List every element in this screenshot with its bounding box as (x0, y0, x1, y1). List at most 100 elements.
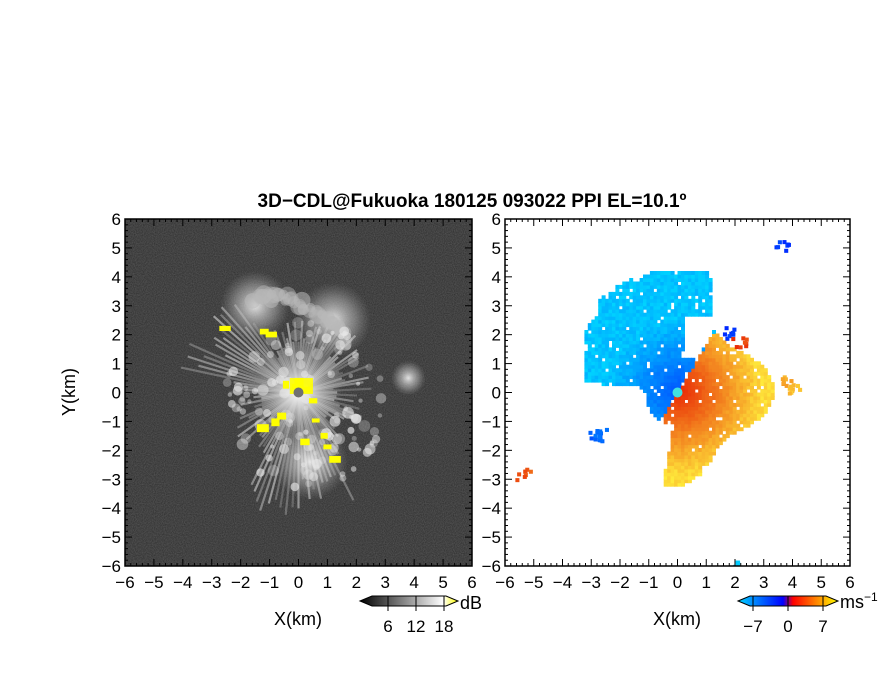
velocity-pixel (667, 361, 672, 366)
reflectivity-cell (303, 429, 309, 435)
velocity-pixel (763, 406, 768, 411)
velocity-pixel (643, 281, 647, 286)
velocity-pixel (643, 316, 647, 321)
velocity-pixel (656, 343, 661, 348)
velocity-pixel (691, 423, 696, 428)
velocity-pixel (674, 312, 679, 317)
velocity-pixel (670, 409, 675, 414)
velocity-pixel (739, 382, 744, 387)
velocity-pixel (643, 305, 647, 310)
velocity-pixel (643, 295, 647, 300)
velocity-pixel (705, 357, 710, 362)
velocity-pixel (594, 326, 599, 331)
velocity-pixel (632, 343, 637, 348)
velocity-pixel (522, 474, 527, 479)
velocity-pixel (653, 337, 658, 341)
velocity-pixel (698, 465, 703, 470)
velocity-pixel (667, 451, 672, 456)
velocity-pixel (691, 364, 696, 369)
velocity-pixel (670, 451, 675, 456)
velocity-pixel (670, 479, 675, 484)
velocity-pixel (660, 361, 665, 366)
velocity-pixel (698, 284, 703, 289)
velocity-pixel (649, 288, 654, 293)
velocity-pixel (701, 427, 706, 432)
velocity-pixel (687, 437, 692, 442)
velocity-pixel (729, 371, 734, 376)
velocity-pixel (694, 371, 699, 376)
velocity-pixel (687, 357, 692, 362)
velocity-pixel (646, 402, 651, 407)
velocity-pixel (649, 409, 654, 414)
velocity-pixel (694, 413, 699, 418)
velocity-pixel (629, 323, 634, 328)
velocity-pixel (701, 368, 706, 373)
velocity-pixel (732, 382, 737, 387)
velocity-pixel (691, 375, 696, 380)
velocity-pixel (670, 392, 675, 397)
velocity-pixel (684, 409, 689, 414)
velocity-pixel (760, 382, 765, 387)
velocity-pixel (763, 382, 768, 387)
velocity-pixel (694, 368, 699, 373)
velocity-pixel (660, 291, 665, 296)
velocity-pixel (636, 354, 641, 359)
velocity-pixel (587, 357, 592, 362)
velocity-pixel (591, 323, 596, 328)
velocity-pixel (584, 333, 589, 338)
velocity-pixel (739, 385, 744, 390)
velocity-pixel (701, 409, 706, 414)
velocity-pixel (746, 361, 751, 366)
velocity-pixel (670, 316, 675, 321)
velocity-pixel (639, 375, 644, 380)
velocity-pixel (667, 319, 672, 324)
velocity-pixel (763, 371, 768, 376)
velocity-pixel (691, 274, 696, 279)
velocity-pixel (649, 399, 654, 404)
velocity-pixel (746, 382, 751, 387)
reflectivity-cell (278, 366, 289, 378)
velocity-pixel (660, 288, 665, 293)
velocity-pixel (715, 423, 720, 428)
velocity-pixel (705, 284, 710, 289)
x-tick-label: −4 (173, 573, 192, 592)
velocity-pixel (718, 378, 723, 383)
velocity-pixel (643, 302, 647, 307)
velocity-pixel (715, 402, 720, 407)
velocity-pixel (660, 298, 665, 303)
velocity-pixel (731, 337, 736, 342)
velocity-pixel (708, 451, 713, 456)
velocity-pixel (681, 330, 685, 334)
velocity-pixel (708, 312, 713, 317)
velocity-pixel (612, 326, 616, 331)
velocity-pixel (629, 375, 634, 380)
velocity-pixel (701, 305, 706, 310)
velocity-pixel (677, 430, 682, 435)
colorbar-tick-label: 0 (783, 617, 792, 636)
velocity-pixel (594, 361, 599, 366)
velocity-pixel (760, 409, 765, 414)
velocity-pixel (708, 378, 713, 383)
velocity-pixel (649, 357, 654, 362)
velocity-pixel (598, 298, 603, 303)
velocity-pixel (725, 430, 730, 435)
velocity-pixel (694, 385, 699, 390)
velocity-pixel (705, 281, 710, 286)
velocity-pixel (746, 399, 751, 404)
velocity-pixel (746, 368, 751, 373)
velocity-pixel (743, 413, 748, 418)
velocity-pixel (718, 347, 723, 352)
velocity-pixel (622, 382, 627, 387)
velocity-pixel (601, 354, 606, 359)
velocity-pixel (750, 420, 754, 425)
velocity-pixel (725, 399, 730, 404)
velocity-pixel (729, 430, 734, 435)
velocity-pixel (591, 333, 596, 338)
velocity-pixel (705, 451, 710, 456)
velocity-pixel (594, 357, 599, 362)
velocity-pixel (625, 347, 630, 352)
velocity-pixel (681, 479, 685, 484)
velocity-pixel (656, 368, 661, 373)
velocity-pixel (649, 271, 654, 275)
reflectivity-cell (270, 444, 275, 449)
